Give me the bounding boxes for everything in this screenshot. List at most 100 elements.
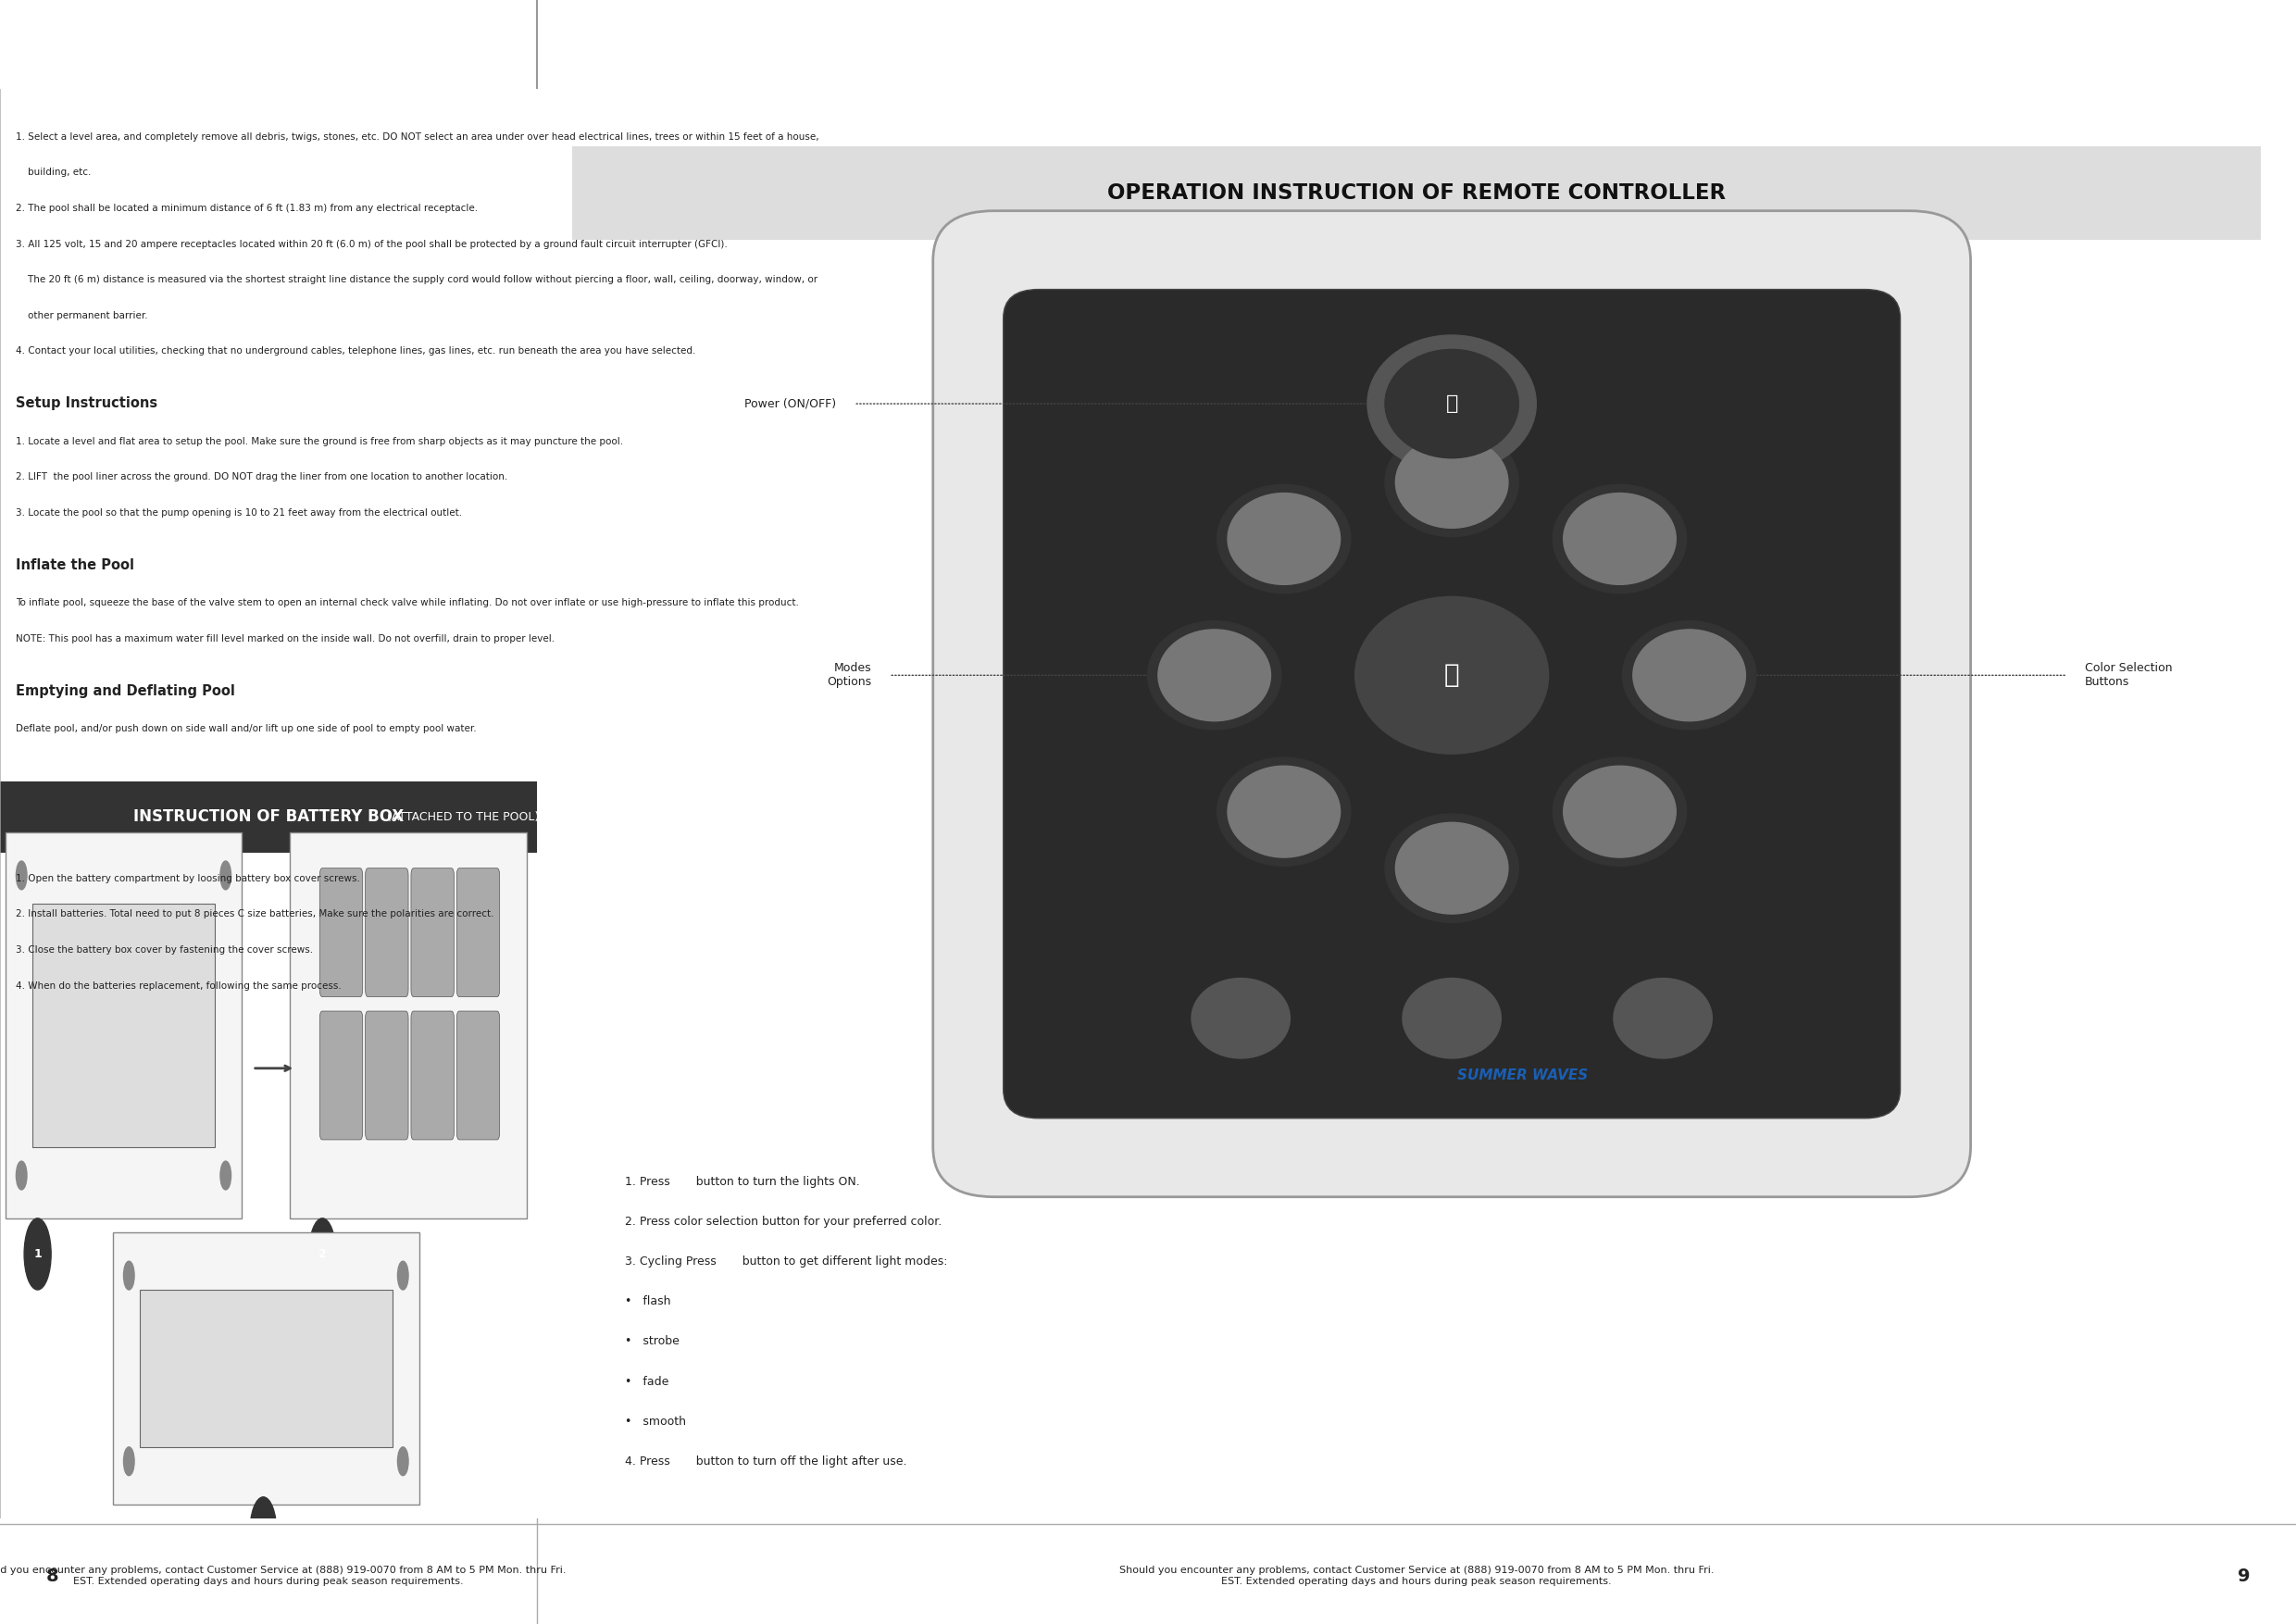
Circle shape [16,1161,28,1190]
Circle shape [397,1447,409,1476]
Text: INSTRUCTION OF BATTERY BOX: INSTRUCTION OF BATTERY BOX [133,809,404,825]
Circle shape [1552,484,1688,593]
Text: other permanent barrier.: other permanent barrier. [16,310,149,320]
FancyBboxPatch shape [140,1289,393,1447]
Text: Modes
Options: Modes Options [827,663,872,689]
Text: •   strobe: • strobe [625,1335,680,1348]
Circle shape [1564,494,1676,585]
FancyBboxPatch shape [113,1233,420,1504]
Text: 1. Open the battery compartment by loosing battery box cover screws.: 1. Open the battery compartment by loosi… [16,874,360,883]
Text: Setup Instructions: Setup Instructions [16,396,158,411]
FancyBboxPatch shape [365,1012,409,1140]
Text: SUMMER WAVES: SUMMER WAVES [1456,1069,1587,1082]
Text: 4. Contact your local utilities, checking that no underground cables, telephone : 4. Contact your local utilities, checkin… [16,346,696,356]
Circle shape [1396,437,1508,528]
FancyBboxPatch shape [289,833,526,1218]
FancyBboxPatch shape [32,905,216,1147]
Polygon shape [53,13,71,58]
Circle shape [124,1447,133,1476]
Text: 1. Select a level area, and completely remove all debris, twigs, stones, etc. DO: 1. Select a level area, and completely r… [16,132,820,141]
Circle shape [1228,494,1341,585]
Text: Polygroup: Polygroup [96,28,289,58]
Circle shape [1228,767,1341,857]
Circle shape [1157,630,1270,721]
Text: OPERATION INSTRUCTION OF REMOTE CONTROLLER: OPERATION INSTRUCTION OF REMOTE CONTROLL… [1107,182,1727,203]
Text: 3. Cycling Press       button to get different light modes:: 3. Cycling Press button to get different… [625,1255,948,1267]
Circle shape [1217,757,1350,866]
Text: Deflate pool, and/or push down on side wall and/or lift up one side of pool to e: Deflate pool, and/or push down on side w… [16,724,478,732]
Text: 4. Press       button to turn off the light after use.: 4. Press button to turn off the light af… [625,1455,907,1468]
Circle shape [1623,620,1756,729]
FancyBboxPatch shape [1003,289,1901,1119]
Text: Power (ON/OFF): Power (ON/OFF) [744,398,836,409]
Text: 1: 1 [34,1247,41,1260]
Circle shape [1396,822,1508,914]
Text: NOTE: This pool has a maximum water fill level marked on the inside wall. Do not: NOTE: This pool has a maximum water fill… [16,633,556,643]
Text: 🔄: 🔄 [1444,663,1460,689]
Text: (ATTACHED TO THE POOL): (ATTACHED TO THE POOL) [386,810,540,823]
Text: 9: 9 [2239,1567,2250,1585]
FancyBboxPatch shape [411,869,455,997]
FancyBboxPatch shape [319,1012,363,1140]
Circle shape [124,1262,133,1289]
Circle shape [1192,978,1290,1059]
Text: Color Selection
Buttons: Color Selection Buttons [2085,663,2172,689]
FancyBboxPatch shape [932,211,1970,1197]
FancyBboxPatch shape [411,1012,455,1140]
Polygon shape [28,13,46,76]
Text: OWNER'S MANUAL: OWNER'S MANUAL [1825,26,2227,63]
Text: 1. Press       button to turn the lights ON.: 1. Press button to turn the lights ON. [625,1176,861,1187]
Text: Emptying and Deflating Pool: Emptying and Deflating Pool [16,684,236,698]
FancyBboxPatch shape [457,1012,501,1140]
Circle shape [1217,484,1350,593]
Circle shape [1148,620,1281,729]
Text: •   fade: • fade [625,1376,668,1387]
Text: 3. All 125 volt, 15 and 20 ampere receptacles located within 20 ft (6.0 m) of th: 3. All 125 volt, 15 and 20 ampere recept… [16,239,728,248]
Text: 3: 3 [259,1527,266,1540]
Circle shape [220,1161,232,1190]
Text: 2: 2 [319,1247,326,1260]
Text: Should you encounter any problems, contact Customer Service at (888) 919-0070 fr: Should you encounter any problems, conta… [0,1566,567,1587]
Circle shape [1368,335,1536,473]
Circle shape [220,861,232,890]
Text: 2. The pool shall be located a minimum distance of 6 ft (1.83 m) from any electr: 2. The pool shall be located a minimum d… [16,203,478,213]
FancyBboxPatch shape [457,869,501,997]
Text: 2. Install batteries. Total need to put 8 pieces C size batteries, Make sure the: 2. Install batteries. Total need to put … [16,909,494,919]
Circle shape [16,861,28,890]
Circle shape [1355,596,1548,754]
Text: 8: 8 [46,1567,57,1585]
FancyBboxPatch shape [319,869,363,997]
Text: 4. When do the batteries replacement, following the same process.: 4. When do the batteries replacement, fo… [16,981,342,991]
Text: 3. Close the battery box cover by fastening the cover screws.: 3. Close the battery box cover by fasten… [16,945,315,955]
Polygon shape [28,13,71,26]
Circle shape [1632,630,1745,721]
Text: •   smooth: • smooth [625,1416,687,1427]
Circle shape [1564,767,1676,857]
Text: 2. Press color selection button for your preferred color.: 2. Press color selection button for your… [625,1215,941,1228]
Text: Inflate the Pool: Inflate the Pool [16,559,135,572]
Circle shape [1384,814,1518,922]
Text: 2. LIFT  the pool liner across the ground. DO NOT drag the liner from one locati: 2. LIFT the pool liner across the ground… [16,473,507,482]
Circle shape [250,1497,278,1569]
Text: The 20 ft (6 m) distance is measured via the shortest straight line distance the: The 20 ft (6 m) distance is measured via… [16,274,817,284]
Circle shape [397,1262,409,1289]
Text: Should you encounter any problems, contact Customer Service at (888) 919-0070 fr: Should you encounter any problems, conta… [1118,1566,1715,1587]
Circle shape [1552,757,1688,866]
Text: •   flash: • flash [625,1296,670,1307]
FancyBboxPatch shape [365,869,409,997]
FancyBboxPatch shape [0,781,537,853]
Circle shape [310,1218,335,1289]
Text: ®: ® [218,11,234,28]
Circle shape [1384,349,1518,458]
Text: 1. Locate a level and flat area to setup the pool. Make sure the ground is free : 1. Locate a level and flat area to setup… [16,437,625,447]
Circle shape [1403,978,1502,1059]
FancyBboxPatch shape [572,146,2262,239]
Circle shape [1614,978,1713,1059]
Circle shape [1384,429,1518,536]
Circle shape [25,1218,51,1289]
Text: building, etc.: building, etc. [16,167,92,177]
Text: To inflate pool, squeeze the base of the valve stem to open an internal check va: To inflate pool, squeeze the base of the… [16,598,799,607]
Text: 3. Locate the pool so that the pump opening is 10 to 21 feet away from the elect: 3. Locate the pool so that the pump open… [16,508,461,518]
Text: ⏻: ⏻ [1446,395,1458,412]
FancyBboxPatch shape [5,833,241,1218]
